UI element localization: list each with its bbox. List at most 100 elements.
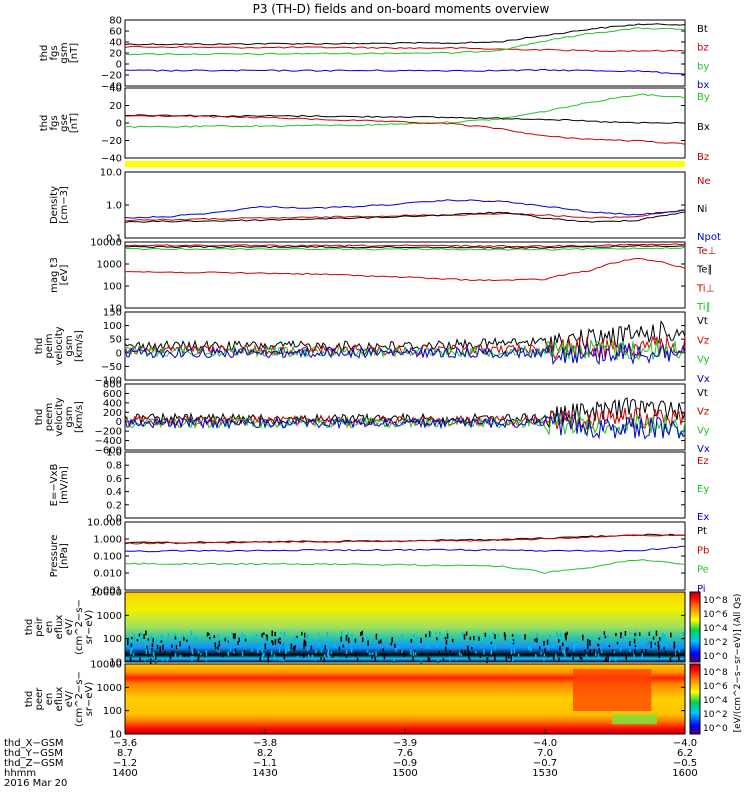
spec-pixel (213, 635, 216, 638)
panel-frame (124, 591, 686, 663)
spec-pixel (460, 653, 463, 657)
spec-pixel (244, 638, 247, 642)
spec-pixel (607, 655, 609, 662)
legend-by: by (697, 61, 709, 72)
spec-pixel (622, 635, 624, 641)
panel-frame (124, 383, 686, 451)
spec-pixel (565, 636, 567, 641)
spec-pixel (465, 631, 468, 636)
spec-pixel (555, 653, 557, 658)
spec-pixel (442, 658, 445, 661)
y-tick-label: 0.1 (106, 234, 122, 245)
spec-pixel (143, 634, 145, 640)
spec-pixel (401, 633, 404, 637)
spec-pixel (171, 650, 174, 656)
spec-pixel (237, 641, 239, 645)
spec-pixel (279, 641, 281, 645)
spec-pixel (259, 657, 262, 661)
spec-pixel (160, 640, 163, 643)
spec-pixel (145, 630, 147, 636)
spec-pixel (515, 634, 518, 640)
x-row-value: −1.2 (113, 758, 137, 769)
spec-pixel (197, 658, 199, 663)
spec-pixel (191, 655, 193, 662)
y-axis-label: E=−VxB[mV/m] (49, 464, 70, 507)
legend-Ne: Ne (697, 176, 711, 187)
spec-pixel (552, 643, 555, 649)
spec-pixel (208, 632, 210, 636)
series-Vx (124, 411, 686, 440)
spec-pixel (216, 645, 218, 652)
x-row-value: 6.2 (677, 748, 693, 759)
spec-pixel (624, 630, 627, 636)
spec-pixel (323, 654, 326, 658)
spec-pixel (593, 648, 595, 654)
spec-pixel (675, 650, 677, 656)
spec-pixel (649, 630, 651, 634)
spec-pixel (298, 651, 301, 655)
spec-pixel (598, 637, 601, 640)
spec-pixel (179, 654, 182, 660)
spec-pixel (244, 634, 246, 639)
spec-pixel (558, 657, 560, 663)
spec-pixel (240, 641, 243, 645)
spec-pixel (277, 638, 280, 643)
spec-pixel (581, 634, 584, 641)
spec-pixel (303, 639, 306, 646)
x-row-value: −0.7 (533, 758, 557, 769)
spec-pixel (606, 642, 609, 646)
spec-pixel (151, 648, 153, 651)
y-tick-label: 100 (103, 321, 122, 332)
spec-pixel (366, 637, 368, 642)
spec-pixel (214, 642, 217, 648)
spec-pixel (146, 645, 148, 652)
spec-pixel (641, 653, 644, 660)
panel-frame (124, 311, 686, 381)
spec-pixel (134, 636, 136, 642)
spec-pixel (179, 641, 181, 647)
spec-pixel (173, 633, 176, 639)
spec-pixel (255, 633, 258, 637)
series-Bt (124, 23, 686, 46)
spec-pixel (361, 630, 363, 635)
spec-pixel (609, 656, 611, 663)
spec-pixel (604, 658, 607, 662)
spec-pixel (527, 645, 530, 648)
y-tick-label: 10000 (90, 238, 122, 249)
spec-pixel (658, 652, 661, 659)
spec-pixel (563, 649, 566, 655)
panel-pressure: 10.000 1.000 0.100 0.010 0.001 Pressure[nPa] P… (49, 518, 709, 597)
spec-pixel (608, 644, 611, 648)
spec-pixel (657, 641, 660, 647)
spec-pixel (566, 631, 569, 636)
spec-pixel (270, 650, 273, 656)
legend-bx: bx (697, 80, 709, 91)
y-tick-label: −40 (101, 154, 122, 165)
spec-pixel (379, 656, 381, 661)
spec-pixel (568, 654, 571, 657)
spec-pixel (323, 657, 326, 663)
spec-pixel (673, 646, 676, 649)
spec-pixel (351, 633, 353, 638)
spec-pixel (327, 652, 329, 656)
spec-pixel (283, 632, 285, 636)
series-Pb (124, 534, 686, 545)
spec-pixel (136, 639, 139, 642)
spec-pixel (540, 651, 542, 655)
series-Bz (124, 114, 686, 145)
spec-pixel (371, 654, 373, 659)
spec-pixel (557, 635, 559, 641)
spec-patch (573, 669, 652, 711)
spec-pixel (455, 642, 458, 646)
spec-pixel (430, 632, 432, 635)
y-tick-label: 10 (109, 304, 122, 315)
spec-pixel (182, 634, 184, 638)
spec-pixel (426, 639, 429, 645)
spec-pixel (317, 632, 320, 636)
spec-pixel (307, 654, 310, 658)
spec-pixel (664, 634, 666, 641)
spec-pixel (573, 641, 576, 648)
spec-pixel (200, 652, 202, 656)
spec-pixel (664, 638, 667, 645)
spec-pixel (436, 643, 438, 648)
